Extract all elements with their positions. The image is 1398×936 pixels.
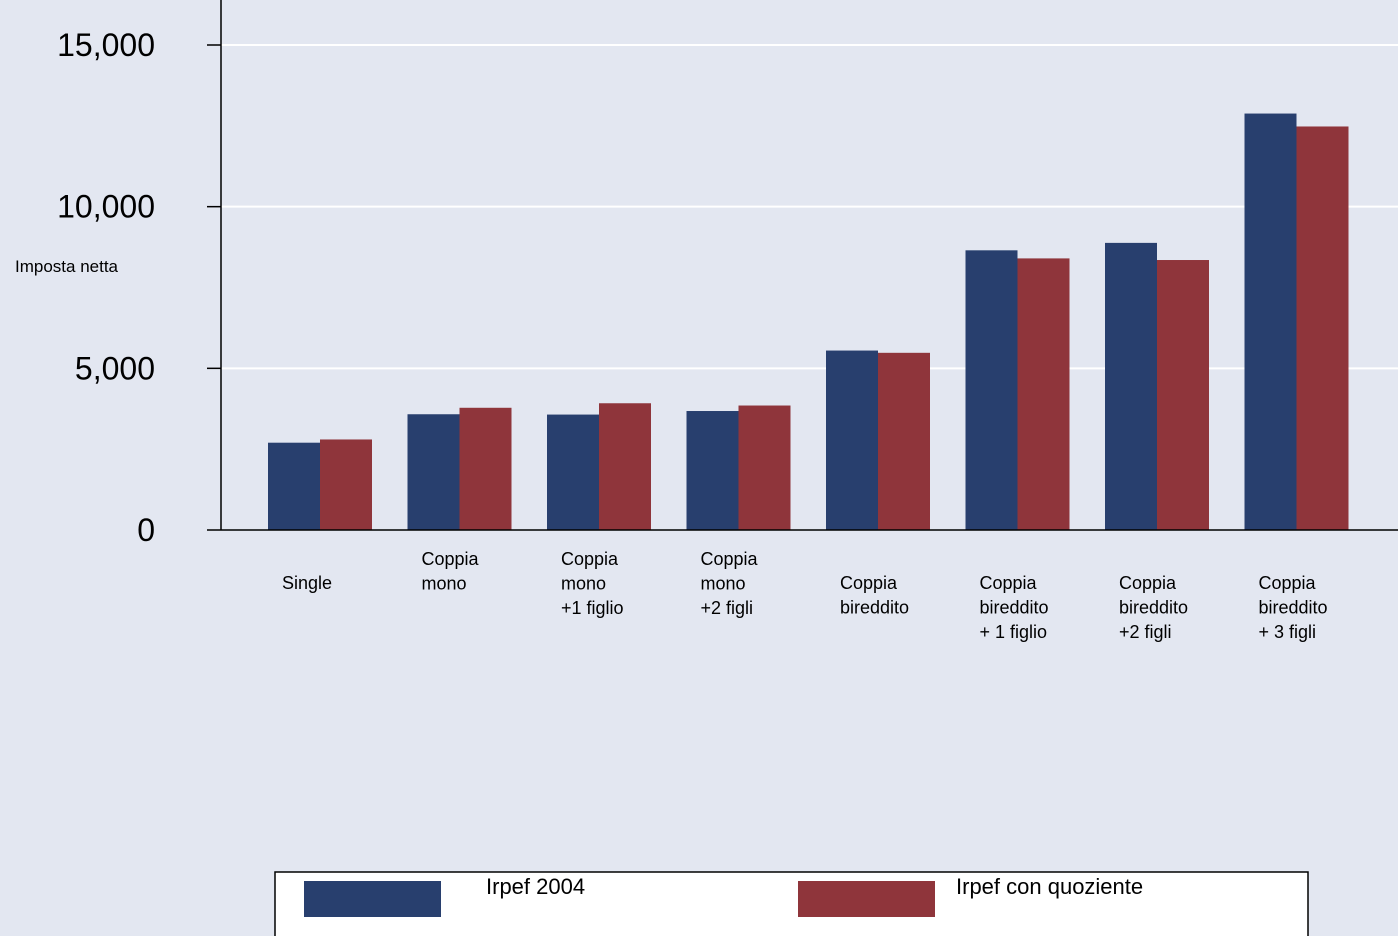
legend-swatch-irpef-2004 (304, 881, 441, 917)
bar-irpef-con-quoziente-2 (599, 403, 651, 530)
legend: Irpef 2004 Irpef con quoziente (274, 871, 1309, 936)
y-tick-labels: 0 5,000 10,000 15,000 (57, 27, 221, 548)
bar-irpef-2004-4 (826, 350, 878, 530)
bar-irpef-2004-3 (686, 411, 739, 530)
bar-irpef-2004-6 (1105, 242, 1157, 530)
bar-irpef-con-quoziente-1 (459, 407, 512, 530)
bar-irpef-con-quoziente-6 (1157, 260, 1209, 530)
bar-irpef-2004-1 (407, 414, 460, 530)
x-tick-label-2: Coppia mono +1 figlio (561, 549, 624, 618)
legend-label-irpef-con-quoziente: Irpef con quoziente (956, 874, 1143, 899)
x-tick-label-4: Coppia bireddito (840, 573, 909, 618)
x-tick-labels: Single Coppia mono Coppia mono +1 figlio Coppi… (282, 549, 1328, 642)
gridlines (221, 44, 1398, 370)
bar-irpef-con-quoziente-3 (738, 405, 791, 530)
y-axis-label: Imposta netta (15, 257, 119, 276)
legend-swatch-irpef-con-quoziente (798, 881, 935, 917)
legend-box (274, 871, 1309, 936)
legend-label-irpef-2004: Irpef 2004 (486, 874, 585, 899)
x-tick-label-7: Coppia bireddito + 3 figli (1259, 573, 1328, 642)
bars (268, 113, 1349, 531)
y-tick-label-1: 5,000 (75, 350, 155, 386)
axes (220, 0, 1398, 531)
bar-irpef-con-quoziente-4 (878, 352, 930, 530)
bar-irpef-2004-7 (1244, 113, 1297, 531)
bar-irpef-con-quoziente-7 (1296, 126, 1349, 530)
bar-irpef-2004-2 (547, 414, 599, 530)
y-tick-label-2: 10,000 (57, 189, 155, 225)
x-tick-label-3: Coppia mono +2 figli (701, 549, 759, 618)
x-tick-label-6: Coppia bireddito +2 figli (1119, 573, 1188, 642)
y-tick-label-3: 15,000 (57, 27, 155, 63)
bar-irpef-2004-5 (965, 250, 1018, 531)
bar-irpef-2004-0 (268, 442, 320, 530)
y-tick-label-0: 0 (137, 512, 155, 548)
bar-irpef-con-quoziente-0 (320, 439, 372, 530)
x-tick-label-1: Coppia mono (422, 549, 480, 594)
x-tick-label-5: Coppia bireddito + 1 figlio (980, 573, 1049, 642)
bar-irpef-con-quoziente-5 (1017, 258, 1070, 530)
x-tick-label-0: Single (282, 573, 332, 593)
